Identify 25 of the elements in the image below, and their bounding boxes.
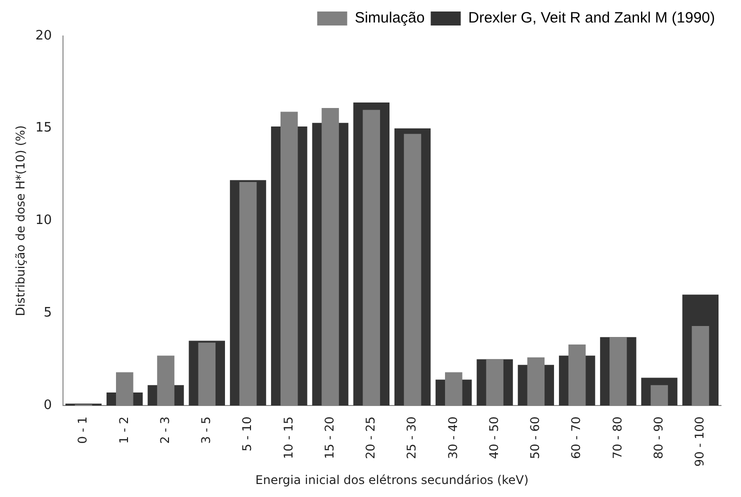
x-tick-label: 25 - 30	[404, 416, 419, 459]
x-tick-label: 90 - 100	[692, 416, 707, 467]
x-tick-label: 40 - 50	[486, 416, 501, 459]
x-tick-label: 20 - 25	[364, 416, 378, 459]
y-tick-label: 0	[44, 398, 52, 413]
x-tick-label: 70 - 80	[610, 416, 624, 459]
y-tick-label: 10	[35, 213, 52, 228]
y-tick-label: 5	[44, 305, 52, 320]
y-tick-label: 20	[35, 28, 52, 44]
x-tick-label: 1 - 2	[116, 416, 131, 444]
x-tick-label: 0 - 1	[76, 416, 90, 444]
y-tick-label: 15	[35, 120, 52, 136]
y-axis-title: Distribuição de dose H*(10) (%)	[13, 125, 28, 316]
x-tick-label: 50 - 60	[528, 416, 542, 459]
x-tick-label: 60 - 70	[569, 416, 584, 459]
x-tick-label: 2 - 3	[158, 416, 172, 444]
x-tick-label: 80 - 90	[651, 416, 666, 459]
x-tick-label: 15 - 20	[322, 416, 336, 459]
x-tick-label: 30 - 40	[446, 416, 460, 459]
legend-label: Drexler G, Veit R and Zankl M (1990)	[468, 10, 716, 27]
x-tick-label: 10 - 15	[281, 416, 296, 459]
legend-label: Simulação	[354, 10, 425, 27]
x-tick-label: 3 - 5	[199, 416, 214, 444]
x-axis-title: Energia inicial dos elétrons secundários (keV)	[255, 472, 529, 487]
x-tick-label: 5 - 10	[240, 416, 254, 452]
